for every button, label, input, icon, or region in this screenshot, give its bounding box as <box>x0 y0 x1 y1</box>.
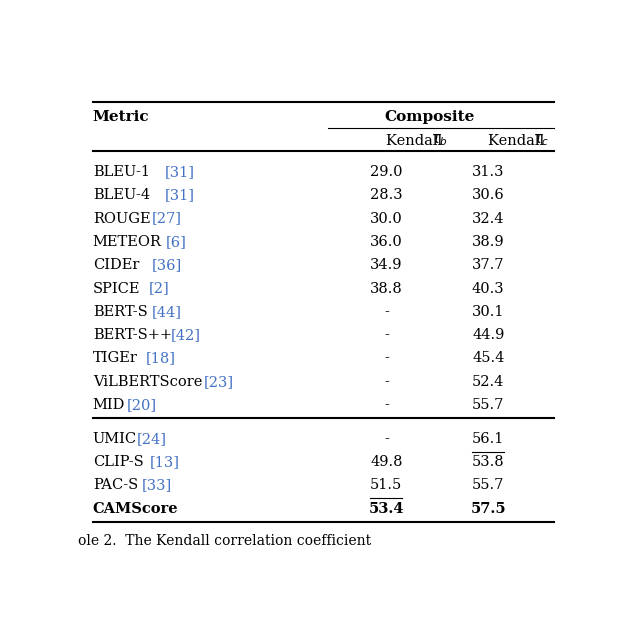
Text: Composite: Composite <box>385 110 475 124</box>
Text: [27]: [27] <box>152 212 182 225</box>
Text: 37.7: 37.7 <box>472 258 505 272</box>
Text: $\tau_c$: $\tau_c$ <box>533 133 550 148</box>
Text: ole 2.  The Kendall correlation coefficient: ole 2. The Kendall correlation coefficie… <box>78 535 376 549</box>
Text: BLEU-4: BLEU-4 <box>93 188 150 202</box>
Text: -: - <box>384 305 389 319</box>
Text: ROUGE: ROUGE <box>93 212 150 225</box>
Text: 49.8: 49.8 <box>370 455 403 469</box>
Text: -: - <box>384 432 389 446</box>
Text: 51.5: 51.5 <box>370 478 403 493</box>
Text: BERT-S: BERT-S <box>93 305 148 319</box>
Text: 38.9: 38.9 <box>472 235 505 249</box>
Text: 30.0: 30.0 <box>370 212 403 225</box>
Text: 55.7: 55.7 <box>472 398 505 412</box>
Text: 36.0: 36.0 <box>370 235 403 249</box>
Text: SPICE: SPICE <box>93 281 140 296</box>
Text: [18]: [18] <box>146 352 176 365</box>
Text: 32.4: 32.4 <box>472 212 505 225</box>
Text: MID: MID <box>93 398 125 412</box>
Text: 30.1: 30.1 <box>472 305 505 319</box>
Text: [44]: [44] <box>152 305 182 319</box>
Text: 40.3: 40.3 <box>472 281 505 296</box>
Text: ViLBERTScore: ViLBERTScore <box>93 375 202 389</box>
Text: -: - <box>384 375 389 389</box>
Text: [2]: [2] <box>148 281 170 296</box>
Text: 53.8: 53.8 <box>472 455 505 469</box>
Text: [31]: [31] <box>165 165 195 179</box>
Text: [6]: [6] <box>165 235 187 249</box>
Text: PAC-S: PAC-S <box>93 478 138 493</box>
Text: 30.6: 30.6 <box>472 188 505 202</box>
Text: CLIP-S: CLIP-S <box>93 455 143 469</box>
Text: CIDEr: CIDEr <box>93 258 139 272</box>
Text: UMIC: UMIC <box>93 432 137 446</box>
Text: -: - <box>384 398 389 412</box>
Text: 28.3: 28.3 <box>370 188 403 202</box>
Text: [24]: [24] <box>136 432 167 446</box>
Text: [13]: [13] <box>150 455 180 469</box>
Text: -: - <box>384 328 389 342</box>
Text: -: - <box>384 352 389 365</box>
Text: 29.0: 29.0 <box>370 165 403 179</box>
Text: 52.4: 52.4 <box>472 375 505 389</box>
Text: 31.3: 31.3 <box>472 165 505 179</box>
Text: BLEU-1: BLEU-1 <box>93 165 150 179</box>
Text: 53.4: 53.4 <box>369 502 404 516</box>
Text: 55.7: 55.7 <box>472 478 505 493</box>
Text: 34.9: 34.9 <box>370 258 403 272</box>
Text: [31]: [31] <box>165 188 195 202</box>
Text: BERT-S++: BERT-S++ <box>93 328 172 342</box>
Text: CAMScore: CAMScore <box>93 502 178 516</box>
Text: Kendall: Kendall <box>386 133 447 147</box>
Text: [33]: [33] <box>141 478 172 493</box>
Text: Kendall: Kendall <box>488 133 549 147</box>
Text: 44.9: 44.9 <box>472 328 505 342</box>
Text: [36]: [36] <box>152 258 182 272</box>
Text: 56.1: 56.1 <box>472 432 505 446</box>
Text: Metric: Metric <box>93 110 150 124</box>
Text: [23]: [23] <box>203 375 233 389</box>
Text: 38.8: 38.8 <box>370 281 403 296</box>
Text: TIGEr: TIGEr <box>93 352 138 365</box>
Text: 57.5: 57.5 <box>470 502 506 516</box>
Text: 45.4: 45.4 <box>472 352 505 365</box>
Text: $\tau_b$: $\tau_b$ <box>431 133 448 148</box>
Text: [42]: [42] <box>170 328 200 342</box>
Text: METEOR: METEOR <box>93 235 162 249</box>
Text: [20]: [20] <box>126 398 157 412</box>
